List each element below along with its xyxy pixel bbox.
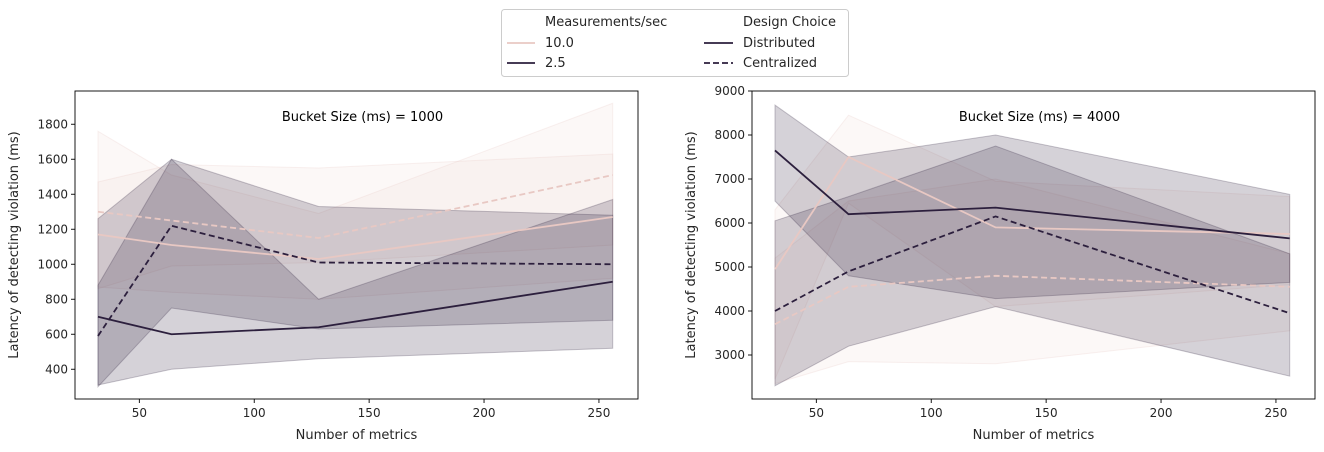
panel-4000-x-tick-label: 50 [809, 406, 824, 420]
panel-1000-line-2-5-centralized [97, 224, 613, 337]
legend-label-centralized: Centralized [743, 56, 817, 71]
panel-4000-y-tick-label: 7000 [714, 172, 745, 186]
panel-4000-y-tick-label: 6000 [714, 216, 745, 230]
panel-1000-y-tick-label: 400 [45, 362, 68, 376]
panel-1000-y-tick-label: 1600 [37, 152, 68, 166]
panel-1000-y-axis-label: Latency of detecting violation (ms) [7, 131, 22, 358]
panel-4000-line-2-5-centralized [774, 215, 1291, 315]
panel-4000-axes-frame [751, 90, 1316, 400]
panel-1000-x-tick-label: 200 [473, 406, 496, 420]
panel-4000-ci-band-10-0-centralized [774, 178, 1291, 385]
panel-4000-y-tick-label: 5000 [714, 260, 745, 274]
legend: Measurements/sec 10.0 2.5 Design Choice … [501, 9, 849, 77]
panel-4000-line-10-0-distributed [774, 155, 1290, 270]
panel-4000-y-tick-label: 4000 [714, 304, 745, 318]
panel-1000-x-tick-label: 50 [132, 406, 147, 420]
panel-4000-x-axis-label: Number of metrics [973, 428, 1095, 443]
chart-panel-bucket-1000: 50 100 150 200 250 400 600 800 1000 1200 1400 1600 1… [7, 90, 639, 443]
panel-1000-ci-band-2-5-distributed [97, 158, 614, 386]
panel-1000-y-tick-label: 1200 [37, 222, 68, 236]
panel-1000-y-tick-label: 600 [45, 327, 68, 341]
chart-panel-bucket-4000: 50 100 150 200 250 3000 4000 5000 6000 7000 8000 90… [684, 84, 1316, 443]
panel-1000-line-2-5-distributed [97, 280, 613, 336]
panel-1000-x-tick-label: 100 [243, 406, 266, 420]
panel-1000-axes-frame [74, 90, 639, 400]
panel-4000-line-2-5-distributed [774, 149, 1290, 240]
panel-1000-x-tick-label: 250 [587, 406, 610, 420]
panel-4000-x-tick-label: 250 [1264, 406, 1287, 420]
legend-label-distributed: Distributed [743, 36, 815, 51]
panel-4000-y-tick-label: 3000 [714, 348, 745, 362]
panel-4000-title: Bucket Size (ms) = 4000 [959, 110, 1120, 125]
panel-1000-x-axis-label: Number of metrics [296, 428, 418, 443]
panel-1000-title: Bucket Size (ms) = 1000 [282, 110, 443, 125]
panel-4000-ci-band-10-0-distributed [774, 114, 1291, 380]
panel-4000-y-tick-label: 9000 [714, 84, 745, 98]
panel-1000-y-tick-label: 1000 [37, 257, 68, 271]
legend-label-rate-10: 10.0 [545, 36, 574, 51]
panel-4000-line-10-0-centralized [774, 274, 1290, 326]
panel-1000-x-tick-label: 150 [358, 406, 381, 420]
panel-1000-ci-band-2-5-centralized [97, 158, 614, 389]
panel-1000-ci-band-10-0-centralized [97, 102, 614, 290]
legend-hue-title: Measurements/sec [545, 15, 667, 30]
panel-4000-x-tick-label: 100 [920, 406, 943, 420]
panel-1000-line-10-0-distributed [97, 216, 613, 260]
legend-style-title: Design Choice [743, 15, 836, 30]
legend-label-rate-2-5: 2.5 [545, 56, 566, 71]
panel-1000-line-10-0-centralized [97, 174, 613, 239]
panel-4000-y-tick-label: 8000 [714, 128, 745, 142]
panel-1000-y-tick-label: 1800 [37, 117, 68, 131]
panel-4000-y-axis-label: Latency of detecting violation (ms) [684, 131, 699, 358]
panel-1000-y-tick-label: 1400 [37, 187, 68, 201]
panel-4000-x-tick-label: 200 [1150, 406, 1173, 420]
panel-4000-x-tick-label: 150 [1035, 406, 1058, 420]
legend-frame [501, 9, 849, 77]
panel-1000-y-tick-label: 800 [45, 292, 68, 306]
